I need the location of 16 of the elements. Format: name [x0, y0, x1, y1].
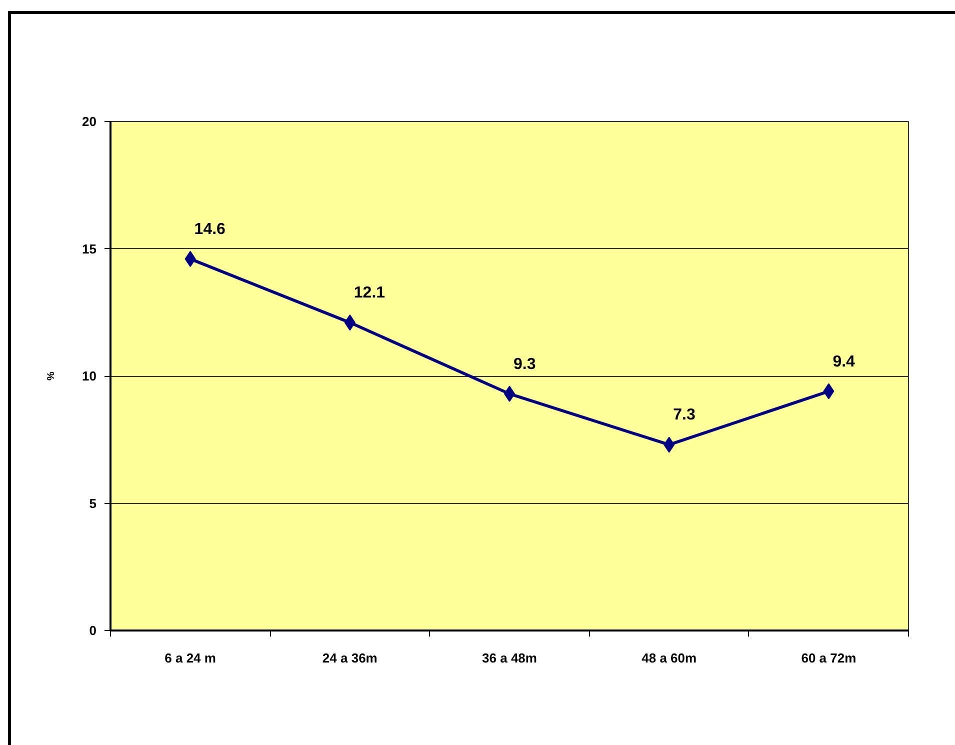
y-tick-label: 20: [82, 114, 97, 129]
data-label: 7.3: [673, 406, 696, 424]
x-tick-label: 36 a 48m: [482, 650, 537, 666]
y-axis-title: %: [46, 371, 58, 380]
y-tick-label: 0: [89, 623, 97, 638]
x-tick-label: 60 a 72m: [801, 650, 856, 666]
x-tick-label: 6 a 24 m: [164, 650, 216, 666]
y-tick-label: 10: [82, 368, 97, 384]
data-label: 12.1: [354, 284, 386, 302]
data-label: 14.6: [194, 220, 226, 238]
data-label: 9.3: [514, 356, 536, 373]
y-tick-label: 15: [82, 241, 97, 256]
y-tick-label: 5: [89, 496, 97, 511]
x-tick-label: 24 a 36m: [322, 650, 378, 666]
data-label: 9.4: [832, 353, 856, 370]
x-tick-label: 48 a 60m: [642, 650, 697, 666]
